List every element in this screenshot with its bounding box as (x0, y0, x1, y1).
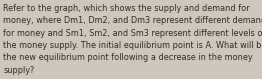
Text: money, where Dm1, Dm2, and Dm3 represent different demands: money, where Dm1, Dm2, and Dm3 represent… (3, 16, 262, 25)
Text: the money supply. The initial equilibrium point is A. What will be: the money supply. The initial equilibriu… (3, 41, 262, 50)
Text: supply?: supply? (3, 66, 34, 75)
Text: the new equilibrium point following a decrease in the money: the new equilibrium point following a de… (3, 53, 253, 62)
Text: Refer to the graph, which shows the supply and demand for: Refer to the graph, which shows the supp… (3, 4, 250, 13)
Text: for money and Sm1, Sm2, and Sm3 represent different levels of: for money and Sm1, Sm2, and Sm3 represen… (3, 29, 262, 38)
